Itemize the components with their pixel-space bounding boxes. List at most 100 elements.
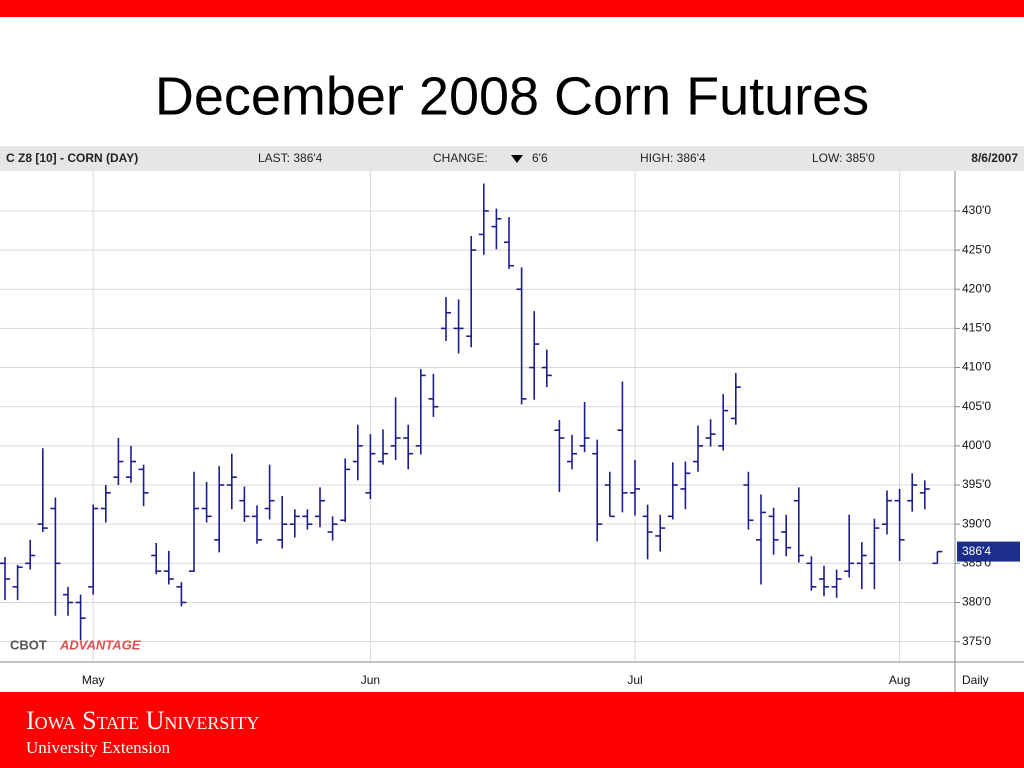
ohlc-bar [693,425,703,472]
ohlc-bar [592,439,603,542]
ohlc-bar [138,464,149,507]
ohlc-bar [50,497,61,616]
ohlc-bar [466,235,477,348]
y-tick-label: 420'0 [962,281,991,295]
ohlc-bar [378,429,388,465]
ohlc-bar [743,471,754,530]
ohlc-bar [214,466,225,553]
ohlc-bar [819,565,829,597]
ohlc-bar [730,373,741,425]
ohlc-bar [793,487,804,563]
y-tick-label: 425'0 [962,242,991,256]
ohlc-bar [529,311,540,400]
y-tick-label: 390'0 [962,516,991,530]
ohlc-bar [567,434,577,470]
ohlc-bar [856,542,867,590]
ohlc-bar [453,299,464,354]
ohlc-bar [579,402,590,453]
ohlc-bar [781,514,792,557]
ohlc-bar [113,438,124,486]
ohlc-bar [25,539,36,570]
date: 8/6/2007 [971,151,1018,165]
ohlc-bar [239,486,250,522]
ohlc-bar [907,473,918,512]
ohlc-bar [277,495,288,549]
ohlc-bar [705,419,716,447]
ohlc-bar [428,373,439,417]
ohlc-bar [252,505,262,544]
ohlc-bar [554,420,565,493]
last: LAST: 386'4 [258,151,323,165]
slide-title: December 2008 Corn Futures [155,66,869,126]
ohlc-bar [806,556,817,591]
ohlc-bar [126,445,136,483]
ohlc-bar [340,458,351,522]
ohlc-bar [201,481,212,523]
footer-band [0,692,1024,768]
brand: CBOT [10,637,47,652]
x-tick-label: May [82,673,105,687]
ohlc-bar [151,542,162,575]
y-tick-label: 415'0 [962,321,991,335]
ohlc-bar [289,509,300,538]
low: LOW: 385'0 [812,151,875,165]
ohlc-bar [491,208,502,250]
ohlc-bar [441,297,451,341]
ohlc-bar [894,488,905,561]
y-tick-label: 430'0 [962,203,991,217]
ohlc-bar [365,434,376,500]
ohlc-bar [163,550,174,585]
ohlc-bar [718,394,729,451]
ohlc-bar [176,582,187,607]
symbol: C Z8 [10] - CORN (DAY) [6,151,138,165]
ohlc-bar [390,397,401,460]
ohlc-bar [630,459,640,516]
ohlc-bar [37,448,48,533]
chart-frame [0,146,1024,692]
x-tick-label: Jul [627,673,642,687]
y-tick-label: 395'0 [962,477,991,491]
brand: ADVANTAGE [59,637,141,652]
ohlc-bar [768,507,779,555]
last-price-box [957,541,1020,562]
ohlc-bar [352,424,363,481]
high: HIGH: 386'4 [640,151,706,165]
frequency: Daily [962,673,989,687]
ohlc-bar [12,564,23,601]
ohlc-bar [403,424,414,470]
ohlc-bar [327,516,338,541]
footer-unit: University Extension [26,738,171,757]
last-price-label: 386'4 [962,544,991,558]
x-tick-label: Jun [361,673,380,687]
ohlc-bar [504,217,514,269]
plot: 375'0380'0385'0390'0395'0400'0405'0410'0… [0,171,991,687]
change: CHANGE: [433,151,488,165]
ohlc-bar [844,514,855,578]
ohlc-bar [604,471,615,518]
y-tick-label: 400'0 [962,438,991,452]
ohlc-bar [882,490,892,535]
ohlc-bar [189,471,199,572]
ohlc-bar [919,480,930,510]
ohlc-bar [0,557,10,601]
top-band [0,0,1024,17]
ohlc-bar [680,461,691,510]
ohlc-bar [932,550,943,565]
y-tick-label: 410'0 [962,360,991,374]
ohlc-bar [756,494,766,585]
ohlc-bar [478,183,489,255]
ohlc-bar [315,487,325,528]
ohlc-bar [617,381,628,513]
ohlc-bar [655,514,666,552]
change-value: 6'6 [532,151,548,165]
y-tick-label: 380'0 [962,595,991,609]
chart-header [0,146,1024,171]
footer-org: Iowa State University [26,706,259,735]
ohlc-bar [516,267,527,405]
ohlc-bar [226,453,237,510]
ohlc-bar [88,504,99,595]
ohlc-bar [302,509,313,530]
down-arrow [511,155,523,163]
x-tick-label: Aug [889,673,910,687]
